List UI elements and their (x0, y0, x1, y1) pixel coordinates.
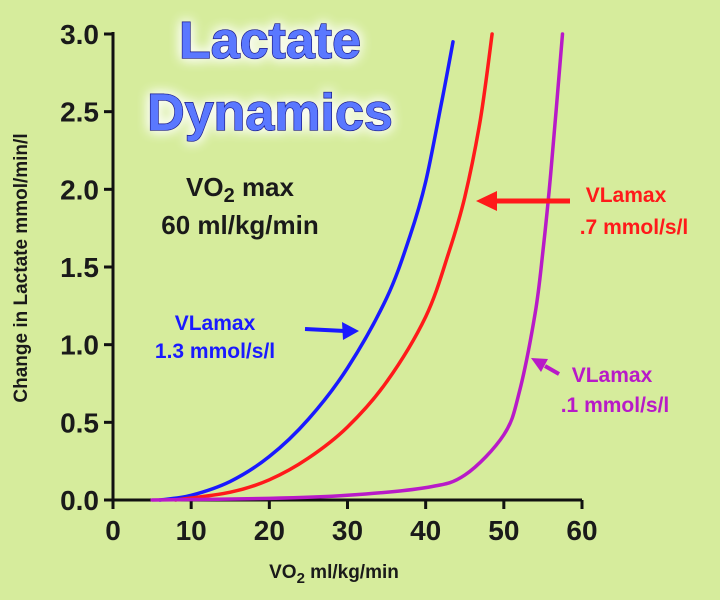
annotation-red-arrow-head (476, 191, 497, 211)
annotation-red-line1: VLamax (586, 184, 667, 207)
annotation-blue-line2: 1.3 mmol/s/l (155, 340, 275, 363)
y-tick-label-0: 0.0 (60, 485, 99, 516)
y-axis-title: Change in Lactate mmol/min/l (11, 133, 32, 402)
annotation-blue-arrow-shaft (304, 327, 346, 333)
x-tick-label-6: 60 (566, 515, 597, 546)
y-tick-label-4: 2.0 (60, 174, 99, 205)
x-tick-label-3: 30 (332, 515, 363, 546)
annotation-blue: VLamax 1.3 mmol/s/l (155, 312, 359, 363)
annotation-red: VLamax .7 mmol/s/l (476, 184, 688, 239)
series-line-vlamax-0-1 (150, 32, 565, 502)
annotation-blue-arrow-head (342, 322, 359, 340)
x-tick-label-2: 20 (254, 515, 285, 546)
series-line-vlamax-1-3 (158, 40, 455, 502)
x-tick-label-4: 40 (410, 515, 441, 546)
annotation-purple-line1: VLamax (572, 364, 653, 387)
annotation-purple-arrow-shaft (544, 364, 560, 376)
x-axis-title-vo: VO (269, 562, 296, 583)
vo2max-max: max (235, 172, 295, 202)
x-axis-title-sub: 2 (297, 570, 305, 587)
series-line-vlamax-0-7 (173, 32, 494, 502)
title-group: Lactate Dynamics (146, 11, 393, 143)
x-axis-title: VO2 ml/kg/min (269, 562, 399, 587)
annotation-red-line2: .7 mmol/s/l (580, 216, 689, 239)
annotation-purple: VLamax .1 mmol/s/l (531, 358, 669, 417)
y-tick-label-5: 2.5 (60, 97, 99, 128)
x-axis-title-rest: ml/kg/min (305, 562, 399, 583)
x-tick-label-0: 0 (105, 515, 121, 546)
vo2max-label-line2: 60 ml/kg/min (161, 210, 319, 240)
y-tick-label-3: 1.5 (60, 252, 99, 283)
x-tick-label-5: 50 (488, 515, 519, 546)
series-group (150, 32, 565, 502)
annotation-purple-line2: .1 mmol/s/l (561, 394, 670, 417)
vo2max-vo: VO (186, 172, 224, 202)
annotation-purple-arrow-head (531, 358, 548, 372)
annotation-blue-line1: VLamax (175, 312, 256, 335)
vo2max-label-line1: VO2 max (186, 172, 295, 207)
y-tick-label-1: 0.5 (60, 407, 99, 438)
vo2max-sub: 2 (224, 185, 235, 207)
chart-title: Lactate (179, 12, 361, 70)
y-tick-label-2: 1.0 (60, 330, 99, 361)
y-tick-label-6: 3.0 (60, 19, 99, 50)
y-ticks: 0.0 0.5 1.0 1.5 2.0 2.5 3.0 (60, 19, 113, 516)
chart-subtitle: Dynamics (147, 84, 393, 142)
x-tick-label-1: 10 (176, 515, 207, 546)
x-ticks: 0 10 20 30 40 50 60 (105, 500, 598, 546)
